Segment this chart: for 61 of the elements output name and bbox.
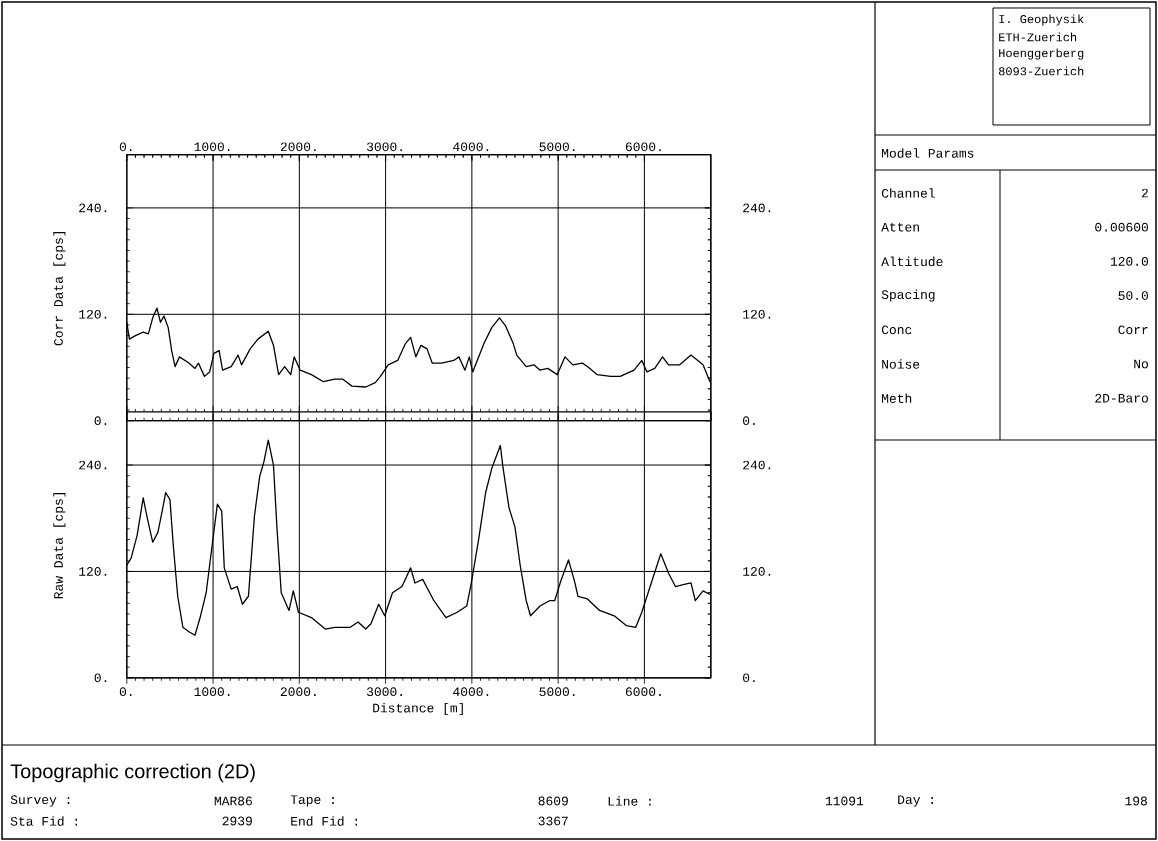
- text: I. Geophysik: [999, 14, 1084, 26]
- x2-tick-label: 6000.: [625, 142, 661, 152]
- x2-tick-label: 3000.: [366, 142, 402, 152]
- y-tick-label: 120.: [79, 567, 107, 576]
- text: Sta Fid :: [10, 816, 77, 826]
- text: Hoenggerberg: [999, 48, 1084, 60]
- text: Altitude: [881, 256, 943, 267]
- x-axis-title: Distance [m]: [373, 702, 463, 716]
- text: 8609: [538, 796, 568, 806]
- x-tick-label: 5000.: [539, 687, 575, 697]
- text: Spacing: [881, 289, 935, 302]
- y2-tick-label: 240.: [743, 460, 771, 470]
- y-axis-title: Raw Data [cps]: [53, 493, 66, 599]
- text: 2: [1141, 188, 1148, 198]
- x2-tick-label: 5000.: [539, 142, 575, 152]
- x-tick-label: 4000.: [453, 687, 489, 697]
- text: Topographic correction (2D): [10, 763, 255, 783]
- x-tick-label: 0.: [119, 687, 132, 697]
- x2-tick-label: 1000.: [194, 142, 230, 152]
- x-tick-label: 3000.: [366, 687, 402, 697]
- text: 2939: [222, 816, 252, 826]
- y-tick-label: 120.: [79, 309, 107, 319]
- y-tick-label: 240.: [79, 460, 107, 470]
- text: Meth: [882, 393, 912, 403]
- text: No: [1134, 359, 1148, 369]
- y2-tick-label: 240.: [743, 203, 771, 213]
- text: 50.0: [1118, 291, 1148, 300]
- x2-tick-label: 4000.: [453, 142, 489, 152]
- text: Corr: [1118, 325, 1148, 335]
- y-tick-label: 0.: [94, 673, 107, 683]
- text: 8093-Zuerich: [998, 66, 1084, 76]
- text: 198: [1125, 796, 1147, 806]
- text: Conc: [881, 325, 912, 335]
- y-tick-label: 240.: [79, 203, 107, 213]
- text: 11091: [825, 796, 864, 806]
- text: ETH-Zuerich: [999, 32, 1077, 42]
- text: Noise: [882, 359, 920, 369]
- x2-tick-label: 2000.: [280, 142, 316, 152]
- text: Survey :: [10, 795, 70, 807]
- x-tick-label: 1000.: [194, 687, 230, 697]
- x-tick-label: 6000.: [625, 687, 661, 697]
- y2-tick-label: 120.: [743, 567, 771, 576]
- text: Tape :: [290, 795, 334, 807]
- text: Channel: [881, 188, 935, 198]
- text: 2D-Baro: [1095, 393, 1148, 403]
- text: 3367: [538, 816, 568, 826]
- y2-tick-label: 0.: [743, 673, 755, 683]
- text: MAR86: [214, 796, 252, 806]
- text: Line :: [608, 796, 651, 806]
- y-tick-label: 0.: [94, 416, 107, 426]
- y2-tick-label: 0.: [743, 416, 755, 426]
- x-tick-label: 2000.: [280, 687, 316, 697]
- text: End Fid :: [291, 816, 357, 826]
- text: Model Params: [882, 148, 974, 158]
- text: Atten: [881, 222, 919, 232]
- y-axis-title: Corr Data [cps]: [53, 232, 66, 346]
- text: Day :: [898, 795, 933, 807]
- y2-tick-label: 120.: [743, 309, 771, 319]
- text: 0.00600: [1095, 222, 1148, 232]
- text: 120.0: [1110, 256, 1148, 266]
- x2-tick-label: 0.: [119, 142, 132, 152]
